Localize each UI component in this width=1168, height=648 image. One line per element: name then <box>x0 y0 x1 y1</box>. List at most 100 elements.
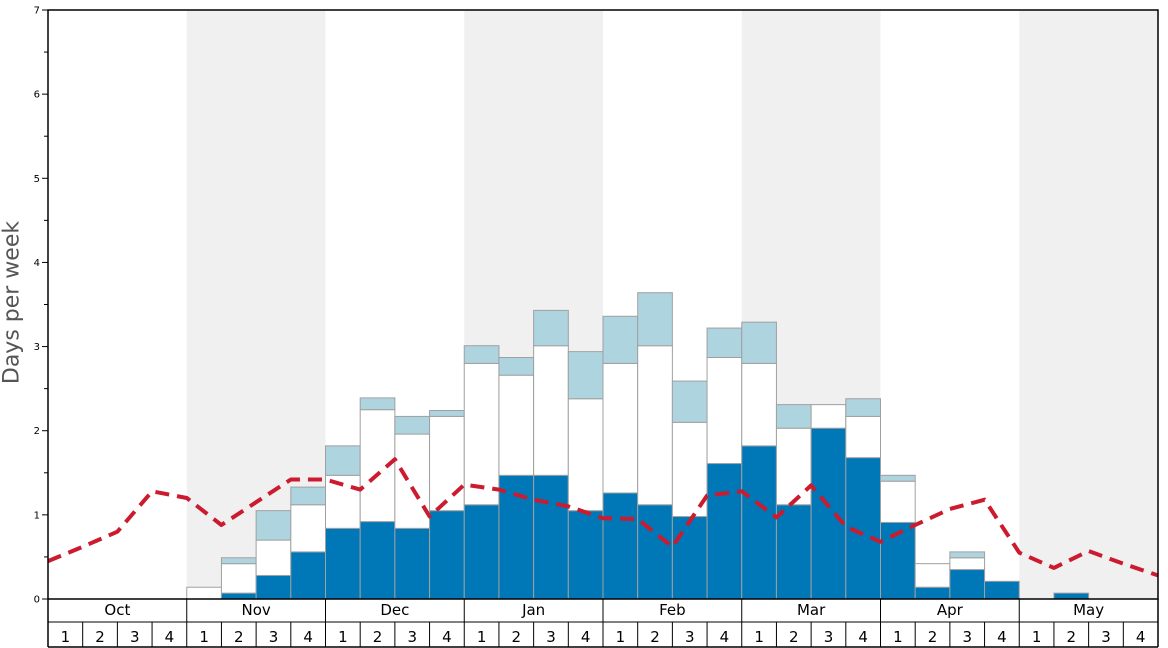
week-label: 2 <box>1067 628 1077 646</box>
bar-segment <box>637 345 673 506</box>
bar-segment <box>602 315 639 364</box>
y-tick-label: 7 <box>34 6 40 17</box>
bar-segment <box>741 362 777 447</box>
bar-segment <box>290 551 326 600</box>
bar-segment <box>394 433 431 529</box>
week-label: 1 <box>477 628 487 646</box>
bar-segment <box>671 380 708 423</box>
week-label: 2 <box>928 628 938 646</box>
bar-segment <box>290 486 326 506</box>
bar-segment <box>949 551 986 559</box>
week-label: 3 <box>824 628 834 646</box>
bar-segment <box>255 574 292 600</box>
bar-segment <box>533 309 569 347</box>
week-label: 4 <box>581 628 591 646</box>
bar-segment <box>880 474 916 482</box>
bar-segment <box>914 586 951 600</box>
week-label: 4 <box>165 628 175 646</box>
week-label: 2 <box>650 628 660 646</box>
bar-segment <box>706 327 743 359</box>
bar-segment <box>429 410 465 417</box>
week-label: 2 <box>789 628 799 646</box>
bar-segment <box>325 445 361 476</box>
bar-segment <box>255 510 292 541</box>
average-line <box>47 457 1159 578</box>
y-tick-label: 2 <box>34 426 40 437</box>
bar-segment <box>498 357 535 376</box>
bar-segment <box>845 398 881 417</box>
week-label: 3 <box>130 628 140 646</box>
bar-segment <box>880 480 916 523</box>
bar-segment <box>498 374 535 476</box>
week-label: 1 <box>199 628 209 646</box>
bar-segment <box>741 445 777 600</box>
bar-segment <box>914 563 951 588</box>
bar-segment <box>220 563 257 594</box>
bar-segment <box>949 569 986 600</box>
week-label: 3 <box>1101 628 1111 646</box>
week-label: 1 <box>338 628 348 646</box>
week-label: 3 <box>269 628 279 646</box>
week-label: 4 <box>997 628 1007 646</box>
week-label: 2 <box>373 628 383 646</box>
month-label: Jan <box>521 601 545 619</box>
bar-segment <box>1053 592 1090 600</box>
bar-segment <box>220 592 257 600</box>
bar-segment <box>533 474 569 600</box>
bar-segment <box>290 504 326 553</box>
bar-segment <box>810 427 847 600</box>
bar-segment <box>671 516 708 600</box>
bar-segment <box>984 580 1020 600</box>
y-tick-label: 4 <box>34 258 40 269</box>
bar-segment <box>359 521 396 600</box>
month-label: Feb <box>659 601 686 619</box>
bar-segment <box>220 557 257 565</box>
week-label: 1 <box>893 628 903 646</box>
bar-segment <box>949 557 986 571</box>
bar-segment <box>741 321 777 364</box>
bar-segment <box>706 463 743 600</box>
bar-segment <box>533 345 569 476</box>
y-tick-label: 1 <box>34 510 40 521</box>
month-label: Apr <box>937 601 964 619</box>
y-tick-label: 6 <box>34 90 40 101</box>
month-label: May <box>1073 601 1104 619</box>
bar-segment <box>429 415 465 512</box>
bar-segment <box>567 351 604 400</box>
month-label: Oct <box>104 601 130 619</box>
week-label: 2 <box>234 628 244 646</box>
month-label: Mar <box>797 601 826 619</box>
y-axis-label: Days per week <box>0 220 25 385</box>
bar-segment <box>810 404 847 429</box>
bar-segment <box>775 504 812 600</box>
bar-segment <box>325 527 361 600</box>
y-tick-label: 0 <box>34 595 40 606</box>
week-label: 1 <box>61 628 71 646</box>
bar-segment <box>775 404 812 429</box>
week-label: 3 <box>407 628 417 646</box>
week-label: 1 <box>1032 628 1042 646</box>
bar-segment <box>567 510 604 600</box>
month-label: Nov <box>241 601 270 619</box>
bar-segment <box>637 504 673 600</box>
week-label: 4 <box>720 628 730 646</box>
month-shade <box>1019 10 1158 599</box>
bar-segment <box>394 527 431 600</box>
week-label: 4 <box>303 628 313 646</box>
y-tick-label: 5 <box>34 174 40 185</box>
bar-segment <box>706 357 743 465</box>
y-tick-label: 3 <box>34 342 40 353</box>
bar-segment <box>602 492 639 600</box>
bar-segment <box>359 397 396 411</box>
week-label: 4 <box>442 628 452 646</box>
bar-segment <box>463 345 500 364</box>
week-label: 2 <box>512 628 522 646</box>
week-label: 4 <box>858 628 868 646</box>
week-label: 3 <box>685 628 695 646</box>
week-label: 3 <box>962 628 972 646</box>
week-label: 3 <box>546 628 556 646</box>
week-label: 1 <box>616 628 626 646</box>
bar-segment <box>463 362 500 506</box>
bar-segment <box>845 415 881 459</box>
